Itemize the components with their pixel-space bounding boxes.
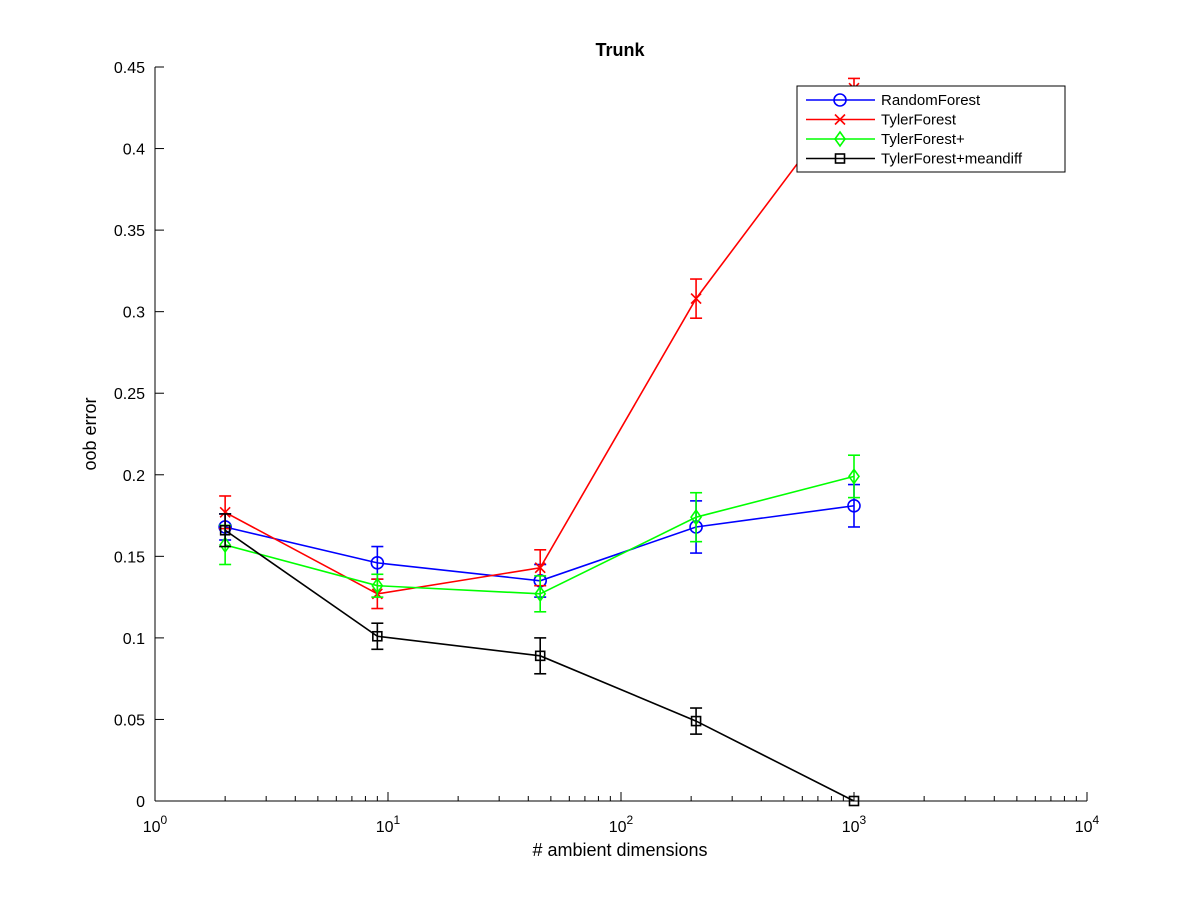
error-bar <box>690 491 703 543</box>
legend-label: TylerForest <box>881 112 957 129</box>
legend-label: TylerForest+meandiff <box>881 151 1023 168</box>
y-tick-label: 0.4 <box>123 142 145 159</box>
error-bar <box>371 622 384 651</box>
axes: 0 0.05 0.1 0.15 0.2 0.25 0.3 0.35 0.4 0.45 100 101 1… <box>114 60 1100 836</box>
x-axis-label: # ambient dimensions <box>532 840 707 860</box>
x-tick-label: 102 <box>609 813 634 836</box>
data-point <box>848 795 860 807</box>
legend-item: TylerForest <box>806 112 957 129</box>
error-bar <box>690 707 703 735</box>
series-3 <box>219 454 860 613</box>
y-tick-label: 0.35 <box>114 223 145 240</box>
data-point <box>690 293 702 305</box>
x-tick-label: 100 <box>143 813 168 836</box>
y-tick-label: 0.3 <box>123 305 145 322</box>
data-point <box>219 506 231 518</box>
chart-title: Trunk <box>595 40 645 60</box>
data-point <box>690 508 703 526</box>
legend-item: TylerForest+meandiff <box>806 151 1023 168</box>
data-point <box>847 498 861 513</box>
marker-stroke <box>219 506 231 518</box>
data-point <box>372 630 383 642</box>
y-tick-label: 0.05 <box>114 712 145 729</box>
legend-label: TylerForest+ <box>881 131 965 148</box>
legend-item: RandomForest <box>806 92 981 109</box>
data-point <box>534 585 547 603</box>
data-point <box>219 536 232 554</box>
data-point <box>534 562 546 574</box>
series-4 <box>219 513 860 807</box>
marker-stroke <box>690 293 702 305</box>
y-axis-label: oob error <box>80 397 100 470</box>
legend-label: RandomForest <box>881 92 981 109</box>
data-point <box>371 577 384 595</box>
data-point <box>219 524 231 536</box>
x-tick-label: 103 <box>842 813 867 836</box>
y-tick-label: 0 <box>136 794 145 811</box>
data-point <box>690 715 702 727</box>
legend-marker <box>834 130 846 148</box>
x-tick-label: 104 <box>1075 813 1100 836</box>
legend-item: TylerForest+ <box>806 130 965 148</box>
y-tick-label: 0.2 <box>123 468 145 485</box>
marker-stroke <box>534 562 546 574</box>
error-bar <box>534 637 547 675</box>
y-tick-label: 0.15 <box>114 549 145 566</box>
error-bar <box>848 454 860 499</box>
y-tick-label: 0.45 <box>114 60 145 77</box>
data-point <box>848 468 860 485</box>
x-tick-label: 101 <box>376 813 401 836</box>
data-point <box>370 556 385 570</box>
y-tick-label: 0.25 <box>114 386 145 403</box>
legend-marker <box>833 93 847 107</box>
y-tick-label: 0.1 <box>123 631 145 648</box>
error-bar <box>219 513 232 548</box>
error-bar <box>534 575 547 613</box>
legend-marker <box>834 113 846 126</box>
data-point <box>534 650 546 662</box>
legend-marker <box>834 153 846 164</box>
legend: RandomForest TylerForest TylerForest+ Tyler… <box>796 85 1066 173</box>
marker-stroke <box>834 113 846 126</box>
